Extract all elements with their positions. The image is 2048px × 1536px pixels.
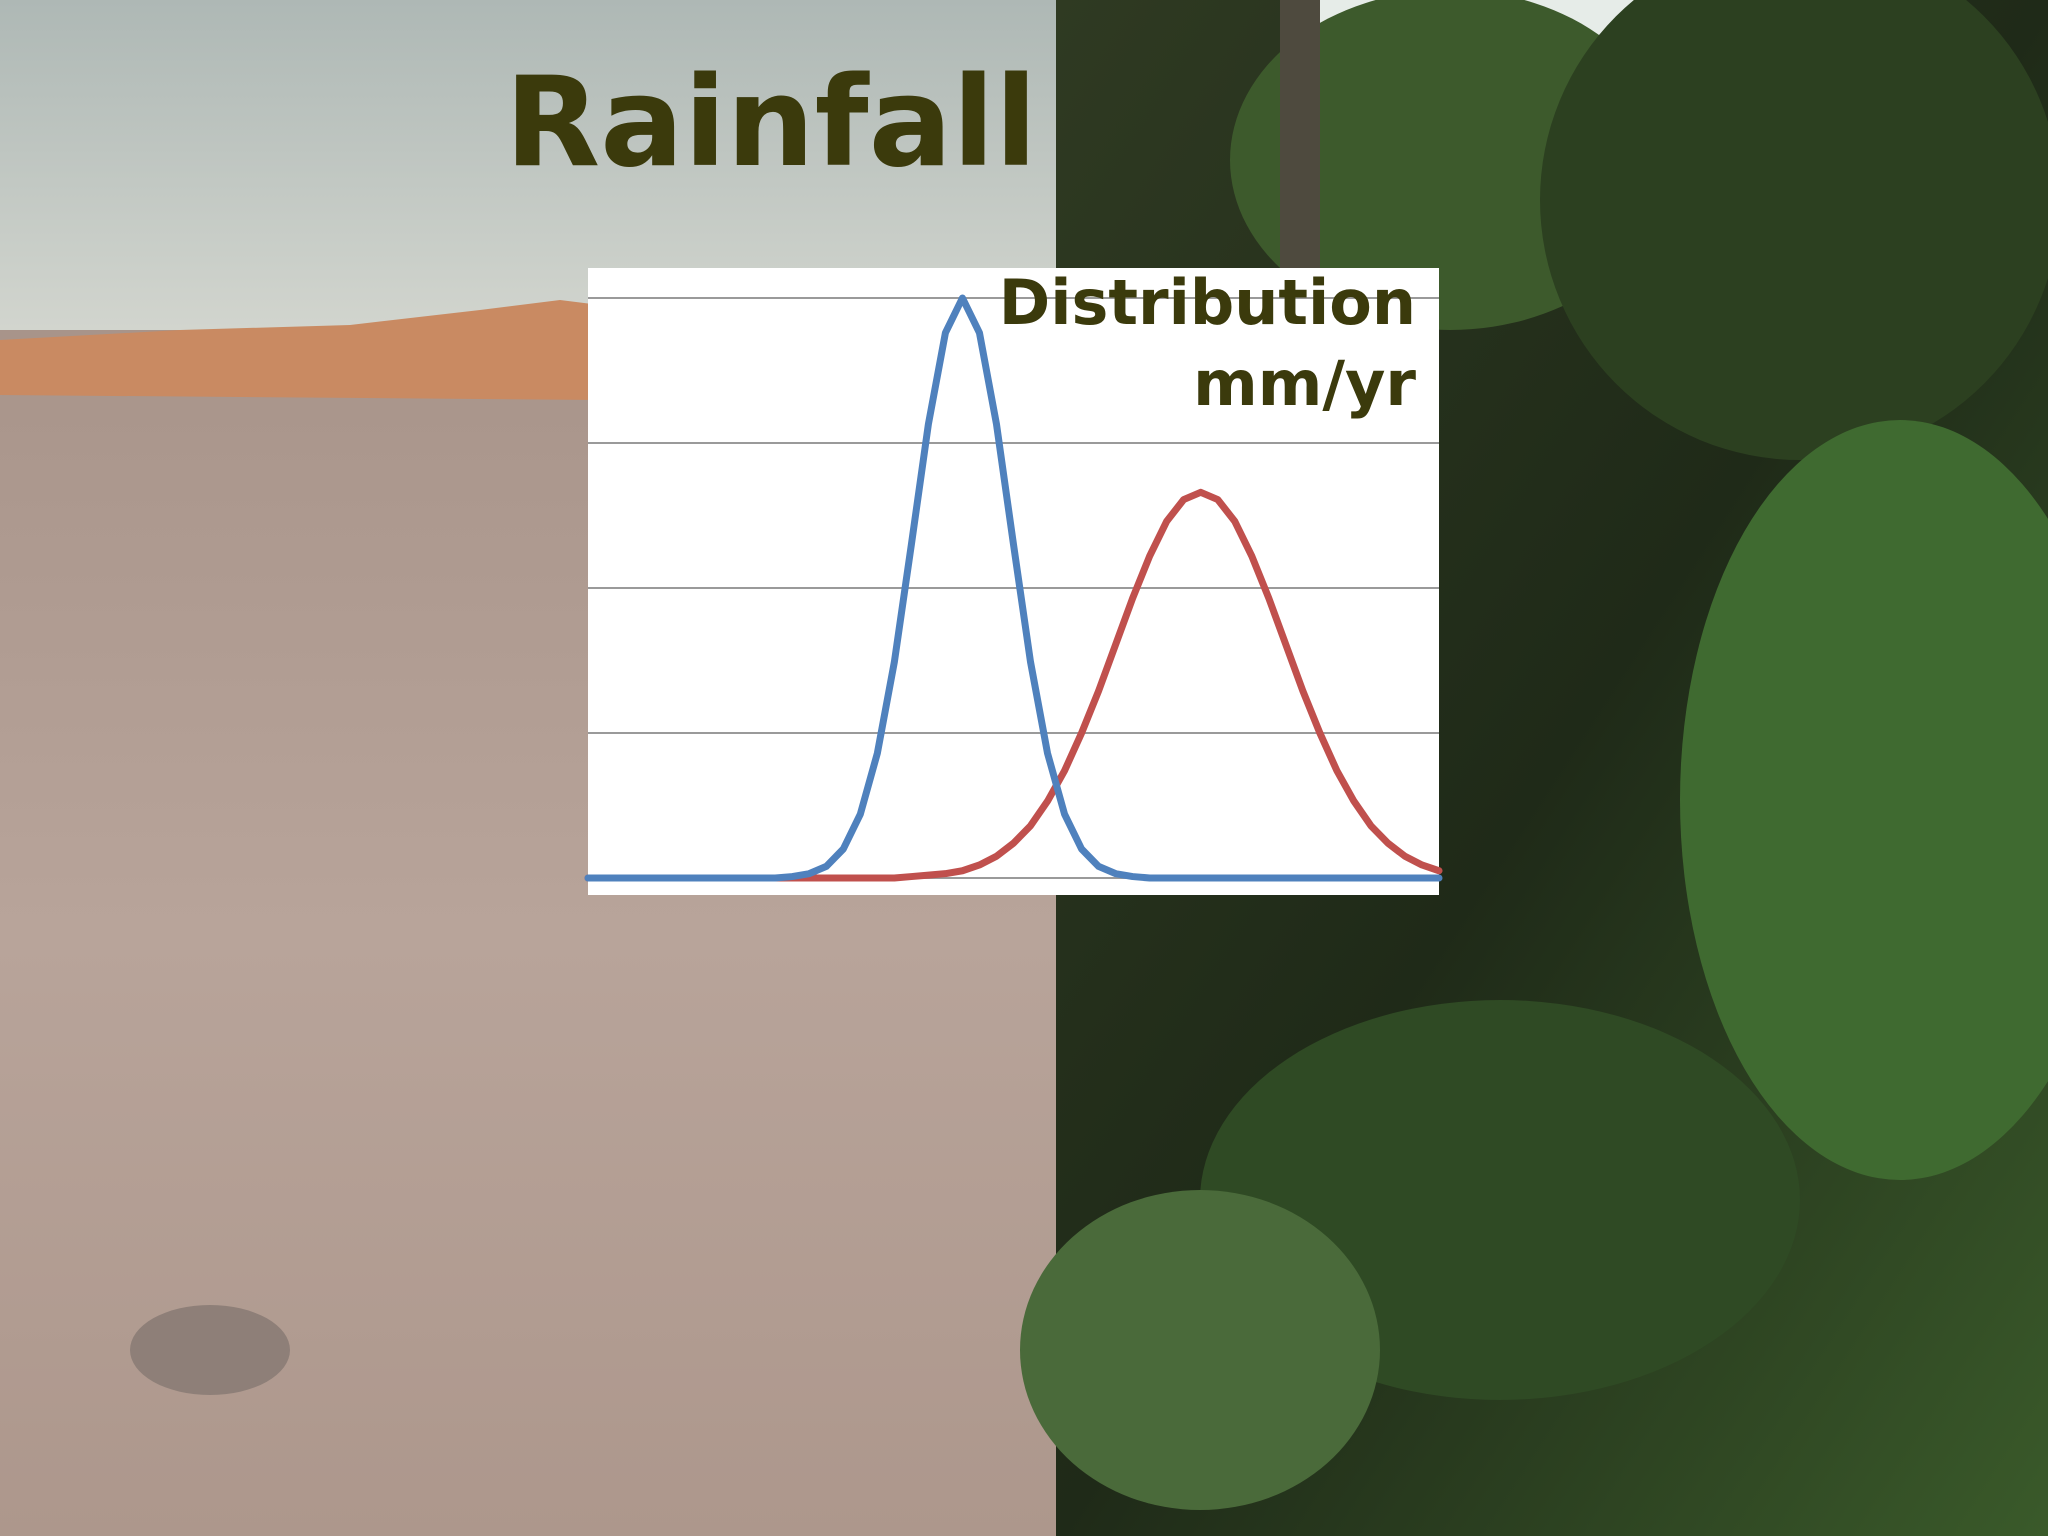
chart-background xyxy=(588,268,1439,895)
jungle-photo xyxy=(1020,0,2048,1536)
chart xyxy=(584,268,1443,895)
series-line xyxy=(584,294,1443,882)
annotation: Distribution xyxy=(999,266,1416,339)
annotation: mm/yr xyxy=(1193,347,1416,420)
slide-title: Rainfall xyxy=(505,51,1038,195)
